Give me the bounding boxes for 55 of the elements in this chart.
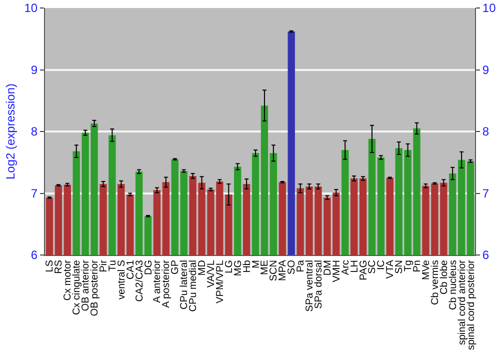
x-tick-label: Pn [412,260,424,272]
x-tick-label: VTA [385,260,396,279]
x-tick-label: LS [44,260,56,272]
y-tick-label: 7 [30,186,38,200]
x-tick-label: SCN [268,260,280,282]
x-tick-label: Cb vermis [430,260,441,306]
x-tick-label: Cx cingulate [72,260,83,316]
x-tick-label: A posterior [161,259,172,308]
x-tick-label: CPu medial [188,260,200,312]
x-tick-label: DG [143,260,154,275]
y2-tick-label: 7 [482,186,490,200]
x-tick-label: MVe [420,260,432,280]
x-tick-label: Pir [98,259,110,272]
x-tick-label: LG [224,260,235,274]
x-tick-label: MG [232,260,244,276]
x-tick-label: IC [376,260,388,270]
x-tick-label: spinal cord anterior [456,259,468,346]
x-tick-label: ME [260,260,271,275]
y2-tick-label: 10 [482,1,496,16]
x-tick-label: VPM/VPL [214,260,226,304]
y-tick-label: 9 [30,62,38,77]
x-tick-label: Tu [107,260,118,272]
y-axis-title: Log2 (expression) [4,83,18,180]
x-tick-label: RS [54,260,65,274]
y-tick-label: 8 [30,124,38,139]
x-tick-label: Tg [403,260,414,272]
x-tick-label: OB posterior [90,259,101,316]
x-tick-label: M [250,260,262,268]
x-tick-label: SPa dorsal [313,260,324,309]
y-tick-label: 6 [30,248,38,262]
x-tick-label: VMH [331,260,342,282]
x-tick-label: Hb [242,260,253,273]
x-tick-label: SC [367,260,378,274]
x-tick-label: spinal cord posterior [466,259,477,350]
y-tick-label: 10 [24,1,38,16]
x-tick-label: VA/VL [206,260,217,288]
x-tick-label: Arc [340,260,352,275]
x-tick-label: A anterior [152,259,164,303]
x-tick-label: Pa [296,260,307,272]
y2-tick-label: 8 [482,124,490,139]
x-tick-label: LH [349,260,360,273]
x-tick-label: DM [322,260,334,276]
x-tick-label: Cb nucleus [448,260,459,310]
x-tick-label: SN [394,260,406,274]
y2-tick-label: 9 [482,62,490,77]
x-tick-label: CA2/CA3 [134,260,146,302]
y2-tick-label: 6 [482,248,490,262]
x-tick-label: PAG [358,260,370,280]
x-tick-label: CA1 [125,260,136,280]
x-tick-label: GP [170,260,182,274]
x-tick-label: SO [286,260,298,274]
x-tick-label: MPA [278,260,289,281]
x-tick-label: ventral S [116,260,128,300]
x-tick-label: Cb lobe [438,260,450,294]
x-tick-label: OB anterior [80,259,92,312]
